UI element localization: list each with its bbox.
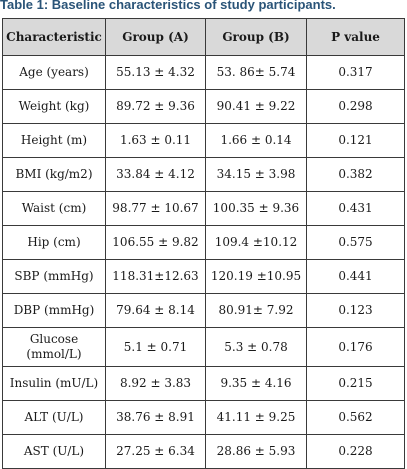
cell-p-value: 0.215 xyxy=(306,366,405,401)
cell-characteristic: Weight (kg) xyxy=(2,89,106,124)
cell-p-value: 0.121 xyxy=(306,123,405,158)
cell-group-a: 38.76 ± 8.91 xyxy=(105,400,206,435)
cell-group-b: 120.19 ±10.95 xyxy=(205,259,307,294)
cell-group-a: 89.72 ± 9.36 xyxy=(105,89,206,124)
table-row: Age (years) 55.13 ± 4.32 53. 86± 5.74 0.… xyxy=(2,55,405,90)
cell-group-b: 100.35 ± 9.36 xyxy=(205,191,307,226)
baseline-characteristics-table: Characteristic Group (A) Group (B) P val… xyxy=(2,18,405,469)
cell-characteristic: AST (U/L) xyxy=(2,434,106,469)
header-p-value: P value xyxy=(306,18,405,56)
header-characteristic: Characteristic xyxy=(2,18,106,56)
table-row: Insulin (mU/L) 8.92 ± 3.83 9.35 ± 4.16 0… xyxy=(2,366,405,401)
caption-title: Baseline characteristics of study partic… xyxy=(51,0,336,12)
cell-p-value: 0.431 xyxy=(306,191,405,226)
cell-group-b: 80.91± 7.92 xyxy=(205,293,307,328)
cell-group-b: 90.41 ± 9.22 xyxy=(205,89,307,124)
cell-group-b: 109.4 ±10.12 xyxy=(205,225,307,260)
cell-group-a: 1.63 ± 0.11 xyxy=(105,123,206,158)
cell-p-value: 0.123 xyxy=(306,293,405,328)
cell-group-b: 34.15 ± 3.98 xyxy=(205,157,307,192)
cell-characteristic: ALT (U/L) xyxy=(2,400,106,435)
cell-characteristic: Glucose (mmol/L) xyxy=(2,327,106,367)
header-group-b: Group (B) xyxy=(205,18,307,56)
cell-characteristic: BMI (kg/m2) xyxy=(2,157,106,192)
table-row: SBP (mmHg) 118.31±12.63 120.19 ±10.95 0.… xyxy=(2,259,405,294)
cell-p-value: 0.317 xyxy=(306,55,405,90)
cell-p-value: 0.441 xyxy=(306,259,405,294)
cell-group-a: 5.1 ± 0.71 xyxy=(105,327,206,367)
caption-label: Table 1: xyxy=(0,0,49,12)
cell-characteristic: DBP (mmHg) xyxy=(2,293,106,328)
table-row: Hip (cm) 106.55 ± 9.82 109.4 ±10.12 0.57… xyxy=(2,225,405,260)
cell-p-value: 0.228 xyxy=(306,434,405,469)
cell-group-a: 55.13 ± 4.32 xyxy=(105,55,206,90)
cell-group-a: 118.31±12.63 xyxy=(105,259,206,294)
header-group-a: Group (A) xyxy=(105,18,206,56)
cell-p-value: 0.382 xyxy=(306,157,405,192)
cell-p-value: 0.575 xyxy=(306,225,405,260)
cell-characteristic: Age (years) xyxy=(2,55,106,90)
cell-group-b: 5.3 ± 0.78 xyxy=(205,327,307,367)
cell-characteristic: Waist (cm) xyxy=(2,191,106,226)
table-row: Weight (kg) 89.72 ± 9.36 90.41 ± 9.22 0.… xyxy=(2,89,405,124)
cell-characteristic: Hip (cm) xyxy=(2,225,106,260)
cell-p-value: 0.298 xyxy=(306,89,405,124)
cell-group-a: 33.84 ± 4.12 xyxy=(105,157,206,192)
cell-characteristic: SBP (mmHg) xyxy=(2,259,106,294)
cell-characteristic: Height (m) xyxy=(2,123,106,158)
table-row: Height (m) 1.63 ± 0.11 1.66 ± 0.14 0.121 xyxy=(2,123,405,158)
table-row: Glucose (mmol/L) 5.1 ± 0.71 5.3 ± 0.78 0… xyxy=(2,327,405,367)
cell-group-b: 53. 86± 5.74 xyxy=(205,55,307,90)
cell-group-a: 8.92 ± 3.83 xyxy=(105,366,206,401)
cell-group-a: 98.77 ± 10.67 xyxy=(105,191,206,226)
cell-p-value: 0.176 xyxy=(306,327,405,367)
table-row: Waist (cm) 98.77 ± 10.67 100.35 ± 9.36 0… xyxy=(2,191,405,226)
table-row: AST (U/L) 27.25 ± 6.34 28.86 ± 5.93 0.22… xyxy=(2,434,405,469)
table-row: ALT (U/L) 38.76 ± 8.91 41.11 ± 9.25 0.56… xyxy=(2,400,405,435)
cell-group-b: 28.86 ± 5.93 xyxy=(205,434,307,469)
table-row: DBP (mmHg) 79.64 ± 8.14 80.91± 7.92 0.12… xyxy=(2,293,405,328)
cell-group-b: 1.66 ± 0.14 xyxy=(205,123,307,158)
cell-group-a: 79.64 ± 8.14 xyxy=(105,293,206,328)
cell-characteristic: Insulin (mU/L) xyxy=(2,366,106,401)
cell-p-value: 0.562 xyxy=(306,400,405,435)
table-row: BMI (kg/m2) 33.84 ± 4.12 34.15 ± 3.98 0.… xyxy=(2,157,405,192)
cell-group-b: 41.11 ± 9.25 xyxy=(205,400,307,435)
cell-group-b: 9.35 ± 4.16 xyxy=(205,366,307,401)
cell-group-a: 27.25 ± 6.34 xyxy=(105,434,206,469)
header-row: Characteristic Group (A) Group (B) P val… xyxy=(2,18,405,56)
table-caption: Table 1: Baseline characteristics of stu… xyxy=(0,0,336,13)
cell-group-a: 106.55 ± 9.82 xyxy=(105,225,206,260)
